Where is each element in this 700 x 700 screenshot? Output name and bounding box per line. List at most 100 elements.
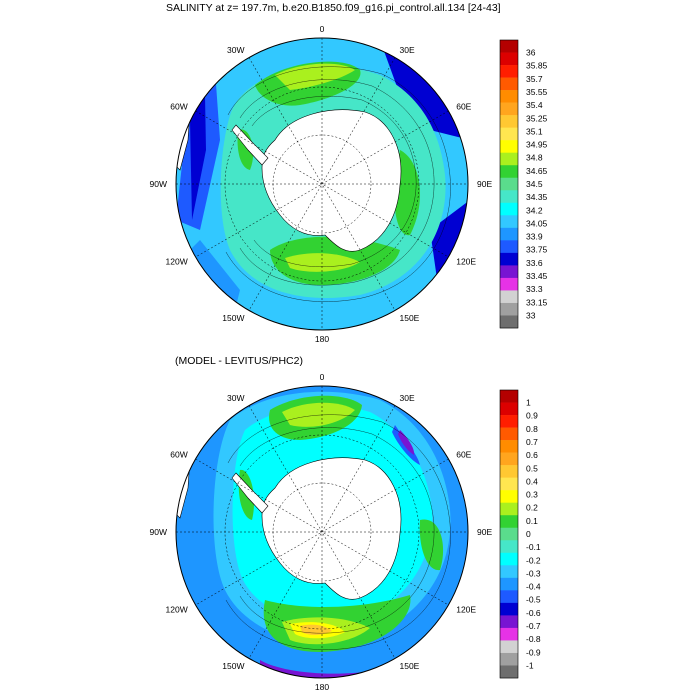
- colorbar-swatch: [500, 440, 518, 453]
- longitude-label: 60E: [456, 450, 471, 460]
- colorbar-tick-label: -0.2: [526, 555, 541, 565]
- longitude-label: 90E: [477, 179, 492, 189]
- colorbar-swatch: [500, 615, 518, 629]
- colorbar-swatch: [500, 465, 518, 478]
- colorbar-swatch: [500, 427, 518, 441]
- longitude-label: 120W: [166, 605, 188, 615]
- colorbar-swatch: [500, 65, 518, 78]
- colorbar-swatch: [500, 565, 518, 579]
- colorbar-tick-label: 0: [526, 529, 531, 539]
- colorbar-swatch: [500, 602, 518, 616]
- colorbar-swatch: [500, 152, 518, 166]
- longitude-label: 150E: [400, 313, 420, 323]
- colorbar-swatch: [500, 477, 518, 491]
- longitude-label: 180: [315, 682, 329, 692]
- colorbar-tick-label: 34.95: [526, 140, 548, 150]
- longitude-label: 30E: [400, 45, 415, 55]
- colorbar-tick-label: 34.65: [526, 166, 548, 176]
- colorbar-swatch: [500, 665, 518, 679]
- longitude-label: 120E: [456, 257, 476, 267]
- longitude-label: 30E: [400, 393, 415, 403]
- longitude-label: 60W: [170, 102, 187, 112]
- longitude-label: 120E: [456, 605, 476, 615]
- colorbar-swatch: [500, 540, 518, 554]
- colorbar-tick-label: 34.5: [526, 179, 543, 189]
- colorbar-tick-label: 34.8: [526, 153, 543, 163]
- colorbar-tick-label: 34.35: [526, 192, 548, 202]
- colorbar-tick-label: 35.85: [526, 61, 548, 71]
- colorbar-swatch: [500, 452, 518, 466]
- colorbar-tick-label: 0.4: [526, 476, 538, 486]
- panel1-map: [175, 37, 469, 331]
- longitude-label: 90W: [150, 527, 167, 537]
- colorbar-swatch: [500, 315, 518, 329]
- panel2-title: (MODEL - LEVITUS/PHC2): [175, 355, 303, 367]
- panel2-colorbar: 1 0.9 0.8 0.7 0.6 0.5 0.4 0.3 0.2 0.1 0 -0.1 -0.2 -0.…: [499, 389, 541, 679]
- longitude-label: 90W: [150, 179, 167, 189]
- colorbar-swatch: [500, 240, 518, 254]
- colorbar-swatch: [500, 590, 518, 604]
- colorbar-tick-label: -0.1: [526, 542, 541, 552]
- colorbar-tick-label: 0.9: [526, 411, 538, 421]
- colorbar-swatch: [500, 577, 518, 591]
- colorbar-tick-label: 0.3: [526, 490, 538, 500]
- longitude-label: 150W: [222, 661, 244, 671]
- colorbar-tick-label: 33: [526, 310, 536, 320]
- colorbar-swatch: [500, 302, 518, 316]
- longitude-label: 30W: [227, 393, 244, 403]
- colorbar-tick-label: 33.9: [526, 232, 543, 242]
- panel1-map-border: [175, 37, 469, 331]
- colorbar-tick-label: 33.75: [526, 245, 548, 255]
- colorbar-swatch: [500, 215, 518, 229]
- colorbar-tick-label: -0.3: [526, 568, 541, 578]
- colorbar-tick-label: 36: [526, 48, 536, 58]
- colorbar-swatch: [500, 402, 518, 416]
- colorbar-tick-label: 0.1: [526, 516, 538, 526]
- panel1-colorbar: 36 35.85 35.7 35.55 35.4 35.25 35.1 34.95 34.8 34…: [499, 39, 548, 329]
- colorbar-tick-label: -0.7: [526, 621, 541, 631]
- panel2-map: [175, 385, 469, 679]
- colorbar-swatch: [500, 227, 518, 241]
- colorbar-tick-label: -1: [526, 660, 534, 670]
- colorbar-tick-label: -0.6: [526, 608, 541, 618]
- colorbar-swatch: [500, 52, 518, 66]
- colorbar-tick-label: 0.2: [526, 503, 538, 513]
- colorbar-swatch: [500, 265, 518, 279]
- colorbar-tick-label: 0.6: [526, 450, 538, 460]
- colorbar-tick-label: 0.5: [526, 463, 538, 473]
- colorbar-swatch: [500, 140, 518, 153]
- longitude-label: 90E: [477, 527, 492, 537]
- colorbar-swatch: [500, 115, 518, 128]
- longitude-label: 150E: [400, 661, 420, 671]
- colorbar-swatch: [500, 277, 518, 291]
- colorbar-tick-label: 35.4: [526, 100, 543, 110]
- colorbar-tick-label: 35.1: [526, 126, 543, 136]
- colorbar-tick-label: 34.05: [526, 218, 548, 228]
- colorbar-tick-label: 35.55: [526, 87, 548, 97]
- colorbar-swatch: [500, 40, 518, 53]
- colorbar-outline: [499, 389, 519, 679]
- longitude-label: 0: [320, 24, 325, 34]
- colorbar-swatch: [500, 202, 518, 216]
- colorbar-tick-label: -0.5: [526, 595, 541, 605]
- colorbar-tick-label: -0.8: [526, 634, 541, 644]
- colorbar-tick-label: 33.3: [526, 284, 543, 294]
- colorbar-tick-label: 0.8: [526, 424, 538, 434]
- panel1-title: SALINITY at z= 197.7m, b.e20.B1850.f09_g…: [166, 2, 501, 14]
- colorbar-tick-label: 33.6: [526, 258, 543, 268]
- colorbar-swatch: [500, 177, 518, 191]
- colorbar-swatch: [500, 652, 518, 666]
- longitude-label: 30W: [227, 45, 244, 55]
- longitude-label: 60E: [456, 102, 471, 112]
- colorbar-swatch: [500, 127, 518, 141]
- colorbar-swatch: [500, 102, 518, 116]
- colorbar-swatch: [500, 490, 518, 503]
- colorbar-swatch: [500, 390, 518, 403]
- colorbar-tick-label: -0.9: [526, 647, 541, 657]
- colorbar-tick-label: 33.45: [526, 271, 548, 281]
- colorbar-tick-label: 0.7: [526, 437, 538, 447]
- colorbar-swatch: [500, 640, 518, 654]
- colorbar-tick-label: 1: [526, 398, 531, 408]
- colorbar-swatch: [500, 627, 518, 641]
